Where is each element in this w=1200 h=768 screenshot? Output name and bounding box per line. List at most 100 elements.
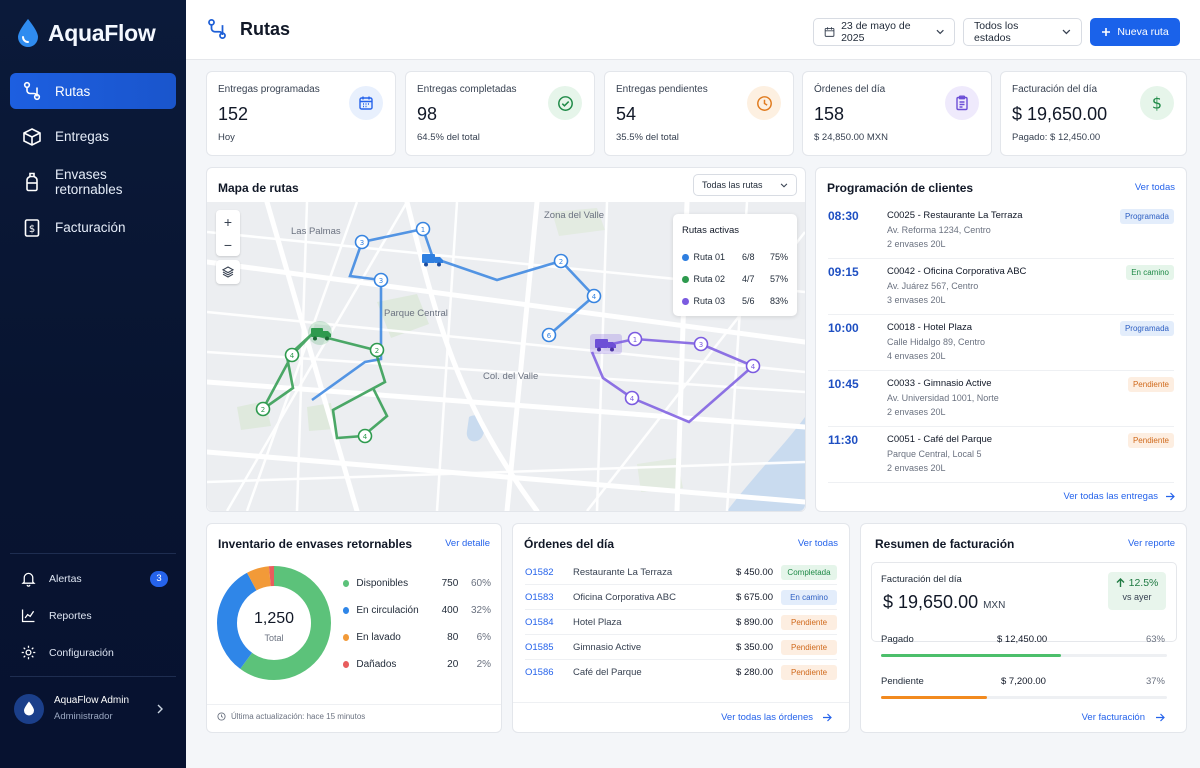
inventory-label: En lavado (356, 631, 401, 643)
svg-text:4: 4 (751, 363, 756, 371)
route-name: Ruta 02 (693, 274, 726, 284)
svg-text:2: 2 (261, 406, 265, 414)
billing-report-link[interactable]: Ver reporte (1128, 538, 1175, 549)
logo[interactable]: AquaFlow (16, 18, 156, 48)
legend-row-route-01[interactable]: Ruta 01 6/8 75% (682, 246, 788, 268)
route-pct: 57% (769, 274, 788, 284)
sidebar-item-entregas[interactable]: Entregas (10, 119, 176, 155)
order-id[interactable]: O1586 (525, 667, 554, 678)
view-all-deliveries-label: Ver todas las entregas (1063, 491, 1158, 502)
billing-footer-link[interactable]: Ver facturación (1082, 712, 1165, 723)
schedule-client: C0051 - Café del Parque (887, 434, 993, 445)
sidebar-item-label: Alertas (49, 572, 82, 585)
layers-button[interactable] (216, 260, 240, 284)
schedule-address: Parque Central, Local 5 (887, 449, 982, 459)
svg-text:6: 6 (547, 332, 552, 340)
route-legend: Rutas activas Ruta 01 6/8 75% Ruta 02 4/… (673, 214, 797, 316)
table-row[interactable]: O1582 Restaurante La Terraza $ 450.00 Co… (525, 560, 837, 585)
svg-text:3: 3 (699, 341, 703, 349)
stat-sub: Hoy (218, 132, 235, 143)
page-title: Rutas (206, 18, 290, 40)
order-id[interactable]: O1583 (525, 591, 554, 603)
sidebar-item-configuracion[interactable]: Configuración (10, 634, 176, 671)
truck-icon[interactable] (590, 334, 622, 354)
stat-label: Entregas pendientes (616, 84, 708, 95)
status-badge: Programada (1119, 321, 1174, 336)
user-role: Administrador (54, 711, 113, 722)
svg-text:1: 1 (421, 226, 425, 234)
svg-text:2: 2 (375, 347, 379, 355)
date-picker[interactable]: 23 de mayo de 2025 (813, 18, 955, 46)
truck-icon[interactable] (308, 321, 332, 345)
inventory-row: En circulación 400 32% (343, 602, 491, 618)
order-id[interactable]: O1584 (525, 616, 554, 628)
schedule-row[interactable]: 09:15 C0042 - Oficina Corporativa ABC Av… (828, 259, 1174, 315)
schedule-client: C0033 - Gimnasio Active (887, 378, 992, 389)
schedule-time: 09:15 (828, 265, 859, 279)
paid-label: Pagado (881, 634, 914, 645)
donut-slice-3[interactable] (217, 566, 331, 680)
chevron-down-icon (936, 29, 944, 35)
inventory-detail-link[interactable]: Ver detalle (445, 538, 490, 549)
inventory-row: Dañados 20 2% (343, 656, 491, 672)
schedule-footer-link[interactable]: Ver todas las entregas (1063, 491, 1175, 502)
stat-label: Órdenes del día (814, 84, 886, 95)
sidebar-item-reportes[interactable]: Reportes (10, 597, 176, 634)
schedule-view-all-link[interactable]: Ver todas (1134, 182, 1175, 193)
table-row[interactable]: O1585 Gimnasio Active $ 350.00 Pendiente (525, 635, 837, 660)
order-amount: $ 350.00 (736, 641, 773, 653)
route-name: Ruta 01 (693, 252, 726, 262)
stat-value: 54 (616, 104, 637, 124)
inventory-value: 400 (441, 604, 459, 616)
order-id[interactable]: O1585 (525, 641, 554, 653)
inventory-pct: 60% (471, 577, 492, 589)
inventory-label: En circulación (356, 604, 419, 616)
sidebar-item-alertas[interactable]: Alertas 3 (10, 560, 176, 597)
sidebar-item-envases[interactable]: Envases retornables (10, 164, 176, 200)
sidebar-item-rutas[interactable]: Rutas (10, 73, 176, 109)
truck-icon[interactable] (422, 254, 443, 267)
zoom-out-button[interactable]: − (223, 236, 233, 253)
orders-footer-link[interactable]: Ver todas las órdenes (721, 712, 832, 723)
schedule-row[interactable]: 08:30 C0025 - Restaurante La Terraza Av.… (828, 203, 1174, 259)
schedule-qty: 2 envases 20L (887, 239, 946, 249)
orders-view-all-link[interactable]: Ver todas (797, 538, 838, 549)
table-row[interactable]: O1586 Café del Parque $ 280.00 Pendiente (525, 660, 837, 685)
schedule-row[interactable]: 10:00 C0018 - Hotel Plaza Calle Hidalgo … (828, 315, 1174, 371)
legend-row-route-03[interactable]: Ruta 03 5/6 83% (682, 290, 788, 312)
chevron-right-icon (157, 704, 163, 713)
paid-progress-fill (881, 654, 1062, 657)
schedule-qty: 4 envases 20L (887, 351, 946, 361)
table-row[interactable]: O1583 Oficina Corporativa ABC $ 675.00 E… (525, 585, 837, 610)
donut-slice-1[interactable] (217, 566, 331, 680)
svg-text:3: 3 (360, 239, 364, 247)
user-profile[interactable]: AquaFlow Admin Administrador (10, 676, 176, 730)
route-map-card: Mapa de rutas Todas las rutas (206, 167, 806, 512)
sidebar-item-label: Rutas (55, 83, 91, 99)
sidebar-item-facturacion[interactable]: $ Facturación (10, 210, 176, 246)
schedule-row[interactable]: 10:45 C0033 - Gimnasio Active Av. Univer… (828, 371, 1174, 427)
route-03-path[interactable] (590, 337, 756, 424)
svg-text:4: 4 (592, 293, 597, 301)
pending-value: $ 7,200.00 (1001, 676, 1046, 687)
status-filter-select[interactable]: Todos los estados (963, 18, 1082, 46)
sidebar-item-label: Configuración (49, 646, 114, 659)
inventory-label: Dañados (356, 658, 397, 670)
table-row[interactable]: O1584 Hotel Plaza $ 890.00 Pendiente (525, 610, 837, 635)
route-map[interactable]: 1 3 3 2 4 6 4 2 2 4 1 3 4 4 Zona d (207, 202, 805, 511)
date-picker-value: 23 de mayo de 2025 (841, 20, 911, 44)
schedule-time: 10:45 (828, 377, 859, 391)
zoom-in-button[interactable]: + (223, 213, 233, 230)
new-route-button[interactable]: Nueva ruta (1090, 18, 1180, 46)
svg-text:$: $ (29, 224, 35, 235)
inventory-row: Disponibles 750 60% (343, 575, 491, 591)
bottle-icon (26, 172, 38, 192)
inventory-pct: 6% (476, 631, 492, 643)
water-drop-icon (24, 701, 34, 716)
svg-text:4: 4 (363, 433, 368, 441)
legend-row-route-02[interactable]: Ruta 02 4/7 57% (682, 268, 788, 290)
map-label: Col. del Valle (483, 371, 539, 382)
schedule-row[interactable]: 11:30 C0051 - Café del Parque Parque Cen… (828, 427, 1174, 483)
order-id[interactable]: O1582 (525, 566, 554, 578)
route-filter-select[interactable]: Todas las rutas (693, 174, 797, 196)
